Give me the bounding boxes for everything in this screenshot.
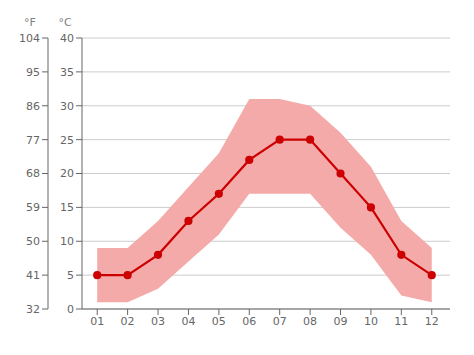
svg-text:59: 59 bbox=[26, 201, 40, 214]
svg-text:86: 86 bbox=[26, 100, 40, 113]
svg-text:10: 10 bbox=[60, 235, 74, 248]
svg-text:95: 95 bbox=[26, 66, 40, 79]
svg-text:°C: °C bbox=[58, 16, 72, 29]
svg-text:0: 0 bbox=[67, 303, 74, 316]
svg-text:11: 11 bbox=[394, 315, 408, 328]
svg-text:41: 41 bbox=[26, 269, 40, 282]
svg-text:12: 12 bbox=[425, 315, 439, 328]
svg-text:05: 05 bbox=[212, 315, 226, 328]
svg-text:10: 10 bbox=[364, 315, 378, 328]
svg-text:77: 77 bbox=[26, 134, 40, 147]
svg-text:02: 02 bbox=[121, 315, 135, 328]
svg-text:01: 01 bbox=[90, 315, 104, 328]
svg-text:06: 06 bbox=[242, 315, 256, 328]
svg-text:25: 25 bbox=[60, 134, 74, 147]
svg-text:32: 32 bbox=[26, 303, 40, 316]
svg-text:35: 35 bbox=[60, 66, 74, 79]
svg-text:68: 68 bbox=[26, 167, 40, 180]
svg-text:30: 30 bbox=[60, 100, 74, 113]
svg-text:04: 04 bbox=[181, 315, 195, 328]
svg-text:08: 08 bbox=[303, 315, 317, 328]
svg-text:20: 20 bbox=[60, 167, 74, 180]
svg-text:50: 50 bbox=[26, 235, 40, 248]
svg-text:°F: °F bbox=[24, 16, 36, 29]
svg-text:40: 40 bbox=[60, 32, 74, 45]
svg-text:5: 5 bbox=[67, 269, 74, 282]
svg-text:03: 03 bbox=[151, 315, 165, 328]
svg-text:104: 104 bbox=[19, 32, 40, 45]
svg-text:07: 07 bbox=[273, 315, 287, 328]
svg-text:09: 09 bbox=[334, 315, 348, 328]
svg-text:15: 15 bbox=[60, 201, 74, 214]
